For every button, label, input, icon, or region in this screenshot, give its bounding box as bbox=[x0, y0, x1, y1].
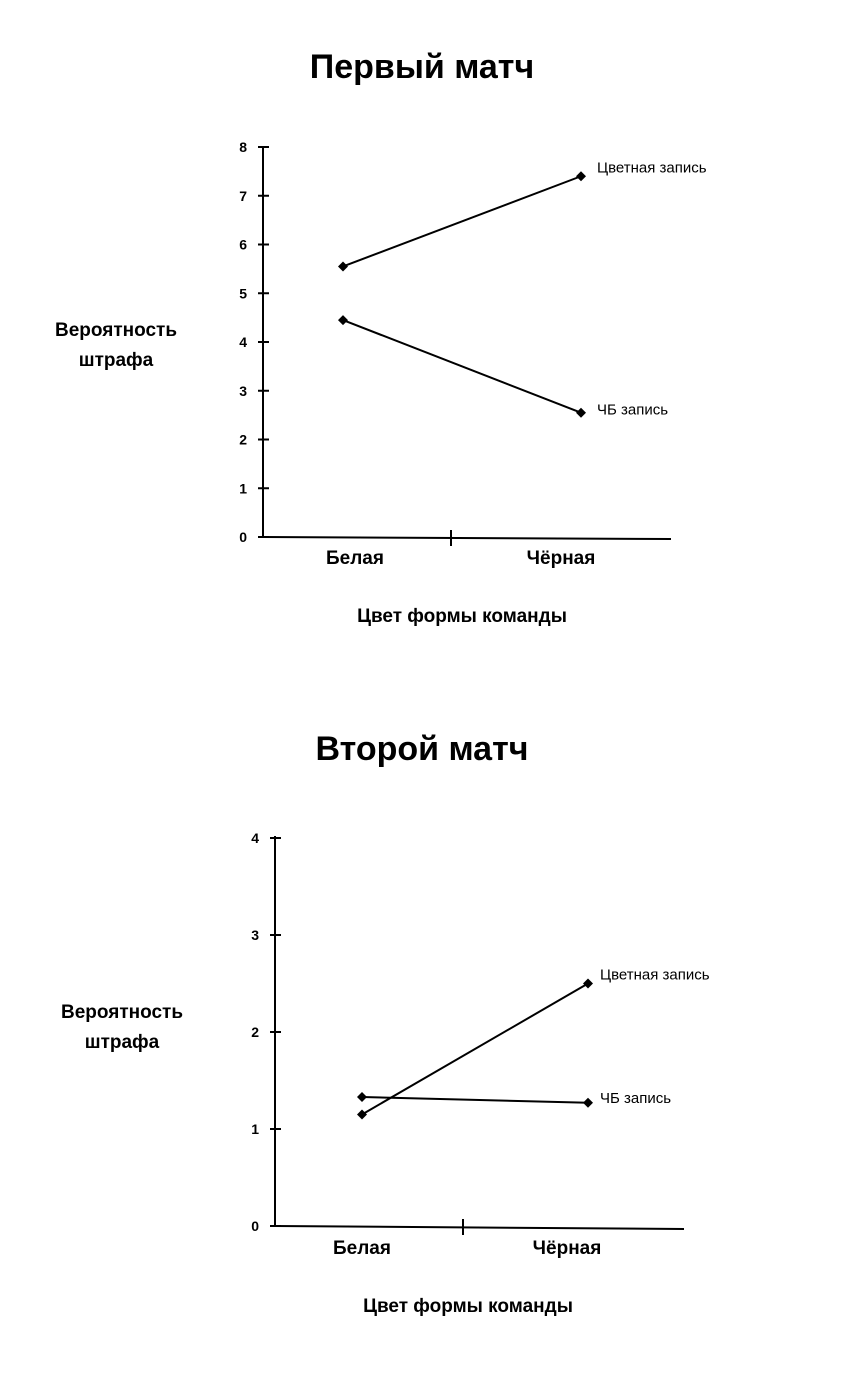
y-axis-title-line-2: штрафа bbox=[85, 1032, 160, 1053]
data-point-marker bbox=[357, 1091, 367, 1102]
data-point-marker bbox=[576, 407, 586, 418]
series-label: ЧБ запись bbox=[600, 1090, 671, 1107]
y-axis-title-line-1: Вероятность bbox=[55, 320, 177, 341]
series-group: Цветная запись ЧБ запись bbox=[357, 967, 710, 1120]
series-group: Цветная запись ЧБ запись bbox=[338, 159, 707, 419]
series-label: Цветная запись bbox=[600, 967, 710, 984]
category-label-black: Чёрная bbox=[533, 1238, 602, 1259]
data-point-marker bbox=[357, 1109, 367, 1120]
series-line bbox=[342, 175, 582, 268]
y-ticks: 0 1 2 3 4 5 6 7 8 bbox=[239, 139, 269, 545]
y-tick-label: 3 bbox=[251, 927, 259, 943]
series-line bbox=[342, 319, 582, 414]
x-axis-line bbox=[274, 1225, 685, 1230]
y-ticks: 0 1 2 3 4 bbox=[251, 830, 281, 1234]
y-tick-label: 8 bbox=[239, 139, 247, 155]
data-point-marker bbox=[583, 1097, 593, 1108]
y-tick-label: 7 bbox=[239, 188, 247, 204]
y-tick-label: 5 bbox=[239, 285, 247, 301]
data-point-marker bbox=[583, 978, 593, 989]
series-label: Цветная запись bbox=[597, 159, 707, 176]
category-label-white: Белая bbox=[326, 548, 384, 569]
data-point-marker bbox=[576, 171, 586, 182]
data-point-marker bbox=[338, 261, 348, 272]
y-axis-title-line-1: Вероятность bbox=[61, 1002, 183, 1023]
x-axis-line bbox=[262, 536, 672, 540]
y-tick-label: 1 bbox=[251, 1121, 259, 1137]
chart-title: Первый матч bbox=[310, 48, 534, 86]
series-line bbox=[361, 982, 589, 1116]
y-tick-label: 2 bbox=[251, 1024, 259, 1040]
y-tick-label: 1 bbox=[239, 480, 247, 496]
chart-first-match: Первый матч Вероятность штрафа Цвет форм… bbox=[55, 48, 707, 627]
data-point-marker bbox=[338, 315, 348, 326]
y-tick-label: 4 bbox=[251, 830, 259, 846]
series-label: ЧБ запись bbox=[597, 402, 668, 419]
x-axis-title: Цвет формы команды bbox=[357, 606, 567, 627]
x-axis-title: Цвет формы команды bbox=[363, 1296, 573, 1317]
y-tick-label: 0 bbox=[251, 1218, 259, 1234]
category-label-white: Белая bbox=[333, 1238, 391, 1259]
y-tick-label: 4 bbox=[239, 334, 247, 350]
series-line bbox=[361, 1095, 589, 1104]
chart-title: Второй матч bbox=[316, 730, 529, 768]
chart-second-match: Второй матч Вероятность штрафа Цвет форм… bbox=[61, 730, 710, 1317]
y-axis-title-line-2: штрафа bbox=[79, 350, 154, 371]
y-tick-label: 6 bbox=[239, 237, 247, 253]
y-tick-label: 3 bbox=[239, 383, 247, 399]
category-label-black: Чёрная bbox=[527, 548, 596, 569]
y-tick-label: 2 bbox=[239, 432, 247, 448]
y-tick-label: 0 bbox=[239, 529, 247, 545]
